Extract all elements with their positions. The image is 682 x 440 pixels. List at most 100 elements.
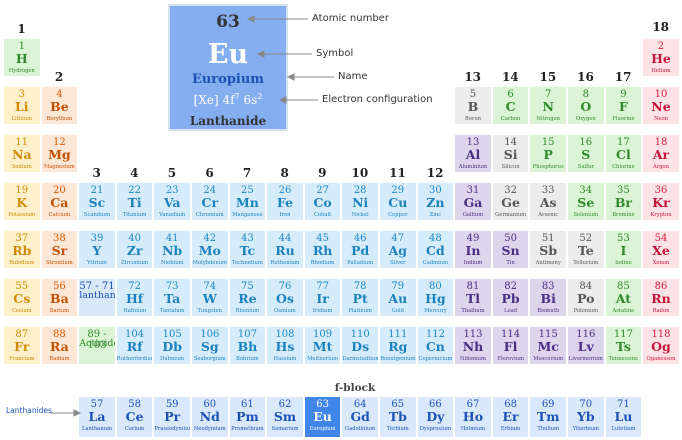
element-cell-nh: 113 Nh Nihonium: [454, 326, 492, 365]
element-name: Hydrogen: [8, 68, 35, 74]
element-number: 45: [316, 233, 329, 244]
element-cell-fe: 26 Fe Iron: [266, 182, 304, 221]
element-name: Rubidium: [9, 260, 35, 266]
element-symbol: He: [651, 51, 671, 66]
legend-electron-configuration: [Xe] 4f7 6s2: [170, 92, 286, 107]
element-number: 68: [504, 399, 517, 410]
element-cell-ra: 88 Ra Radium: [40, 326, 79, 365]
legend-category: Lanthanide: [189, 114, 267, 128]
element-name: Nickel: [351, 212, 369, 218]
element-name: Polonium: [573, 308, 599, 314]
element-number: 113: [463, 329, 483, 340]
element-name: Neon: [653, 116, 669, 122]
callout-electron-configuration: Electron configuration: [322, 94, 433, 105]
element-number: 15: [541, 137, 555, 148]
element-cell-pr: 59 Pr Praseodymium: [153, 396, 191, 438]
element-symbol: Au: [388, 291, 408, 306]
element-name: Antimony: [535, 260, 561, 266]
element-symbol: Na: [12, 147, 32, 162]
element-name: Silicon: [501, 164, 520, 170]
element-number: 80: [429, 281, 442, 292]
element-symbol: Eu: [313, 409, 332, 424]
element-name: Cadmium: [422, 260, 448, 266]
element-symbol: Cl: [616, 147, 631, 162]
element-number: 77: [316, 281, 329, 292]
element-cell-lu: 71 Lu Lutetium: [604, 396, 643, 438]
element-name: Nitrogen: [536, 116, 560, 122]
legend-name: Europium: [191, 72, 265, 87]
element-cell-p: 15 P Phosphorus: [529, 134, 567, 173]
element-name: Samarium: [271, 426, 299, 432]
element-name: Radon: [652, 308, 670, 314]
element-symbol: Mn: [235, 195, 259, 210]
element-symbol: Lu: [614, 409, 633, 424]
element-number: 12: [53, 137, 66, 148]
group-number-4: 4: [130, 166, 139, 180]
element-name: Holmium: [460, 426, 486, 432]
element-symbol: La: [88, 409, 106, 424]
element-name: Seaborgium: [193, 356, 226, 362]
element-name: Chlorine: [612, 164, 635, 170]
element-number: 70: [579, 399, 593, 410]
element-name: Lanthanum: [81, 426, 112, 432]
element-name: Thallium: [461, 308, 485, 314]
element-number: 21: [90, 185, 104, 196]
element-name: Sodium: [11, 164, 32, 170]
element-symbol: Ho: [462, 409, 484, 424]
element-number: 22: [128, 185, 141, 196]
element-name: Fluorine: [612, 116, 635, 122]
element-symbol: Si: [503, 147, 518, 162]
arrowhead-config: [278, 96, 287, 104]
element-cell-mn: 25 Mn Manganese: [228, 182, 267, 221]
element-cell-k: 19 K Potassium: [3, 182, 41, 221]
element-symbol: Mg: [48, 147, 71, 162]
element-number: 17: [617, 137, 630, 148]
element-symbol: N: [542, 99, 554, 114]
element-name: Osmium: [274, 308, 296, 314]
fblock-title: f-block: [334, 382, 376, 394]
element-number: 23: [165, 185, 179, 196]
element-symbol: Nb: [162, 243, 183, 258]
element-name: Selenium: [573, 212, 599, 218]
element-number: 2: [657, 41, 665, 52]
element-cell-n: 7 N Nitrogen: [529, 86, 567, 125]
element-symbol: Pm: [236, 409, 259, 424]
element-cell-kr: 36 Kr Krypton: [642, 182, 680, 221]
element-symbol: Cs: [13, 291, 31, 306]
element-number: 89 - 103: [87, 329, 107, 351]
element-name: Rhodium: [310, 260, 335, 266]
element-number: 117: [613, 329, 633, 340]
element-name: Argon: [652, 164, 669, 170]
element-symbol: Sc: [88, 195, 106, 210]
element-name: Bismuth: [537, 308, 560, 314]
element-number: 51: [541, 233, 555, 244]
element-symbol: As: [539, 195, 557, 210]
element-symbol: Fl: [503, 339, 518, 354]
element-cell-dy: 66 Dy Dysprosium: [416, 396, 455, 438]
element-name: Dubnium: [160, 356, 185, 362]
element-number: 65: [391, 399, 405, 410]
element-cell-rh: 45 Rh Rhodium: [303, 230, 342, 269]
element-cell-pb: 82 Pb Lead: [491, 278, 530, 317]
element-number: 75: [241, 281, 254, 292]
element-number: 11: [15, 137, 29, 148]
callout-atomic-number: Atomic number: [312, 13, 389, 24]
element-symbol: Ce: [125, 409, 144, 424]
element-number: 8: [582, 89, 589, 100]
element-number: 64: [353, 399, 367, 410]
element-number: 33: [541, 185, 555, 196]
group-number-15: 15: [539, 70, 557, 84]
element-number: 104: [125, 329, 145, 340]
group-number-3: 3: [92, 166, 101, 180]
element-number: 79: [391, 281, 405, 292]
element-symbol: Ts: [615, 339, 631, 354]
element-cell-c: 6 C Carbon: [491, 86, 530, 125]
element-number: 105: [162, 329, 182, 340]
element-symbol: Cr: [201, 195, 219, 210]
element-cell-cr: 24 Cr Chromium: [191, 182, 229, 221]
element-cell-se: 34 Se Selenium: [567, 182, 605, 221]
element-cell-cd: 48 Cd Cadmium: [416, 230, 455, 269]
element-cell-mc: 115 Mc Moscovium: [529, 326, 567, 365]
element-name: Silver: [390, 260, 406, 266]
element-symbol: Actinides: [79, 338, 115, 349]
